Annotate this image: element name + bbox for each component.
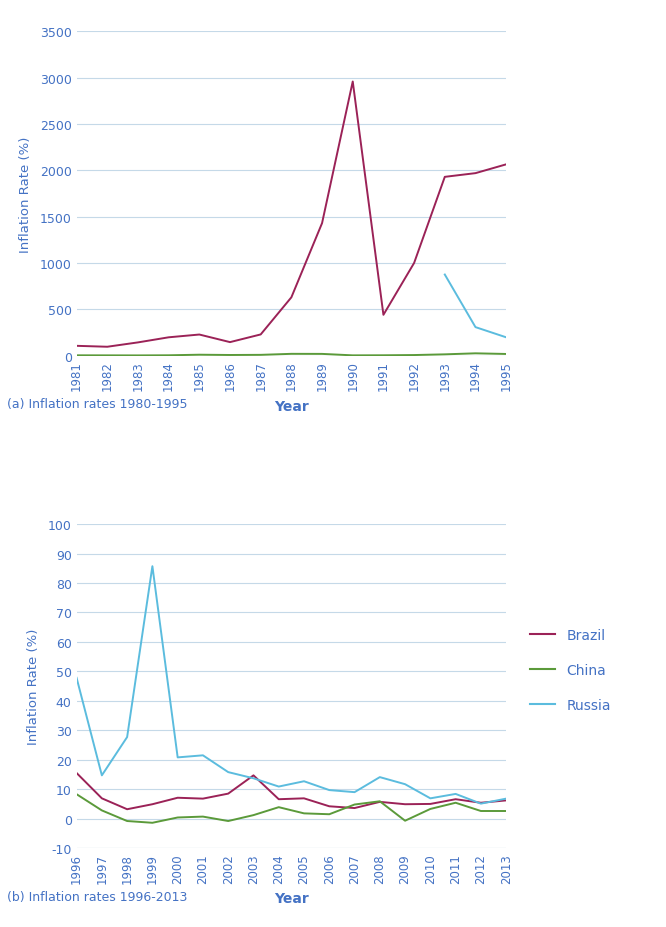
Y-axis label: Inflation Rate (%): Inflation Rate (%) <box>27 629 39 744</box>
X-axis label: Year: Year <box>274 400 309 413</box>
Text: (a) Inflation rates 1980-1995: (a) Inflation rates 1980-1995 <box>7 398 187 411</box>
Text: (b) Inflation rates 1996-2013: (b) Inflation rates 1996-2013 <box>7 890 187 903</box>
X-axis label: Year: Year <box>274 892 309 906</box>
Y-axis label: Inflation Rate (%): Inflation Rate (%) <box>19 136 31 252</box>
Legend: Brazil, China, Russia: Brazil, China, Russia <box>530 629 611 712</box>
